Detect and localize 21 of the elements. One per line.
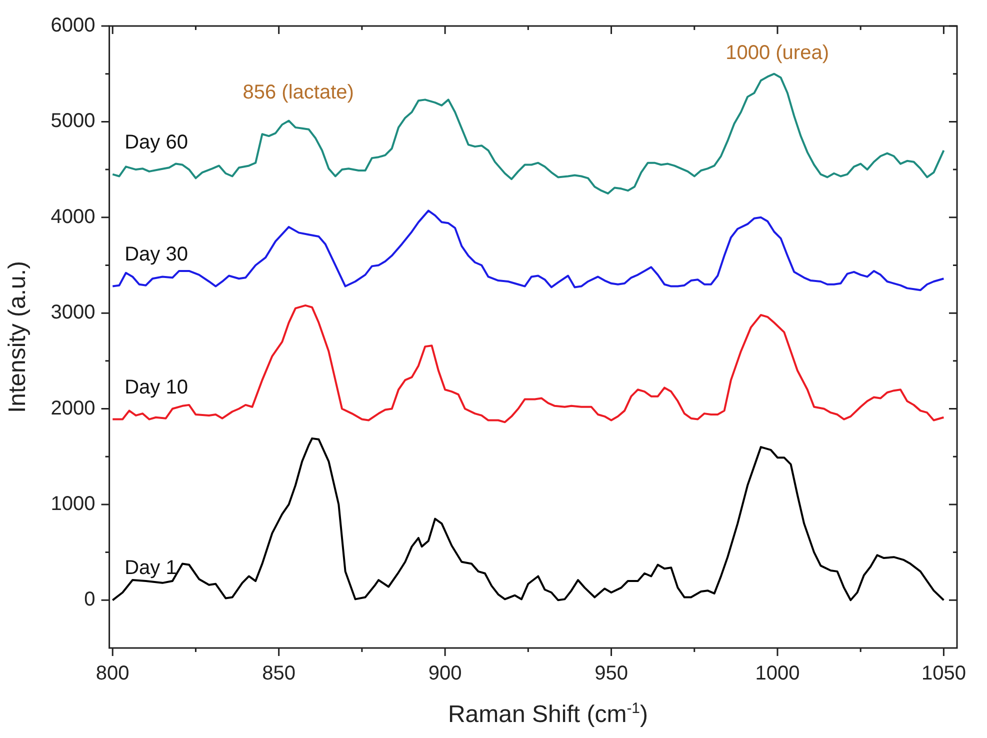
x-tick-label: 950 bbox=[594, 662, 628, 685]
y-tick-label: 3000 bbox=[50, 302, 96, 324]
x-tick-label: 1050 bbox=[921, 662, 966, 685]
y-tick-label: 0 bbox=[84, 588, 96, 611]
x-tick-label: 800 bbox=[96, 662, 130, 685]
y-tick-label: 6000 bbox=[50, 14, 96, 37]
x-tick-label: 900 bbox=[428, 662, 462, 685]
series-label: Day 30 bbox=[124, 243, 188, 266]
annotation: 1000 (urea) bbox=[726, 42, 829, 64]
annotation: 856 (lactate) bbox=[242, 82, 354, 104]
series-label: Day 60 bbox=[124, 131, 188, 154]
y-tick-label: 1000 bbox=[50, 492, 96, 515]
y-tick-label: 5000 bbox=[50, 110, 96, 132]
x-tick-label: 850 bbox=[262, 662, 296, 685]
y-axis-title: Intensity (a.u.) bbox=[4, 260, 32, 414]
x-axis-title: Raman Shift (cm$^{-1}$) bbox=[446, 700, 650, 729]
series-label: Day 1 bbox=[124, 557, 177, 580]
y-tick-label: 2000 bbox=[50, 397, 96, 420]
x-tick-label: 1000 bbox=[755, 662, 800, 685]
y-tick-label: 4000 bbox=[50, 206, 96, 228]
series-label: Day 10 bbox=[124, 376, 188, 398]
